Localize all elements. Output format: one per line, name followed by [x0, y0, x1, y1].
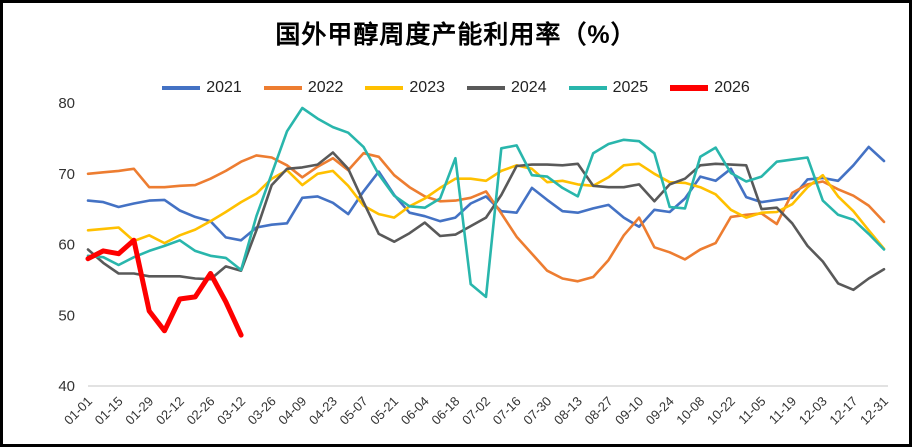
x-tick-label: 09-24: [643, 394, 677, 428]
series-line-2025: [86, 106, 886, 299]
plot-area: 80 70 60 50 4001-0101-1501-2902-1202-2603-12…: [58, 95, 891, 428]
x-tick-label: 03-12: [214, 394, 248, 428]
legend-item-2021: 2021: [162, 79, 242, 97]
series-line-2023: [86, 162, 886, 250]
legend: 2021 2022 2023 2024 2025 2026: [3, 79, 909, 97]
legend-label: 2025: [612, 79, 649, 96]
y-tick-label: 80: [58, 95, 75, 112]
legend-label: 2023: [409, 79, 445, 96]
x-tick-label: 08-13: [551, 394, 585, 428]
legend-item-2022: 2022: [263, 79, 344, 97]
series-line-2026: [85, 237, 244, 338]
x-tick-label: 02-26: [183, 394, 217, 428]
y-tick-label: 50: [58, 307, 75, 324]
x-tick-label: 05-21: [367, 394, 401, 428]
x-tick-label: 05-07: [337, 394, 371, 428]
legend-swatch-2023: [365, 86, 404, 90]
x-tick-label: 07-16: [490, 394, 524, 428]
series-line-2021: [86, 145, 886, 242]
legend-swatch-2022: [263, 86, 302, 90]
y-tick-label: 40: [58, 378, 75, 395]
legend-swatch-2026: [670, 85, 709, 91]
x-tick-label: 10-22: [704, 394, 738, 428]
legend-item-2025: 2025: [568, 79, 649, 97]
x-tick-label: 03-26: [245, 394, 279, 428]
x-tick-label: 01-01: [61, 394, 95, 428]
legend-swatch-2021: [162, 86, 201, 90]
x-tick-label: 12-17: [826, 394, 860, 428]
series-line-2022: [86, 151, 886, 283]
chart-title: 国外甲醇周度产能利用率（%）: [275, 21, 637, 49]
x-tick-label: 07-30: [520, 394, 554, 428]
legend-swatch-2024: [467, 86, 505, 90]
legend-label: 2024: [511, 79, 547, 96]
x-tick-label: 12-31: [857, 394, 891, 428]
x-tick-label: 10-08: [673, 394, 707, 428]
x-tick-label: 09-10: [612, 394, 646, 428]
x-tick-label: 04-23: [306, 394, 340, 428]
legend-swatch-2025: [568, 86, 607, 90]
x-tick-label: 11-05: [735, 394, 768, 427]
legend-label: 2022: [307, 79, 344, 96]
x-tick-label: 07-02: [459, 394, 493, 428]
legend-label: 2021: [206, 79, 242, 96]
x-tick-label: 01-29: [122, 394, 156, 428]
legend-item-2026: 2026: [670, 79, 750, 97]
y-tick-label: 70: [58, 166, 75, 183]
x-tick-label: 06-18: [428, 394, 462, 428]
x-tick-label: 02-12: [153, 394, 187, 428]
x-tick-label: 08-27: [581, 394, 615, 428]
legend-item-2024: 2024: [467, 79, 547, 97]
x-tick-label: 01-15: [92, 394, 126, 428]
legend-label: 2026: [714, 79, 750, 96]
x-tick-label: 11-19: [766, 394, 799, 427]
x-tick-label: 12-03: [796, 394, 830, 428]
legend-item-2023: 2023: [365, 79, 445, 97]
x-tick-label: 04-09: [275, 394, 309, 428]
y-tick-label: 60: [58, 237, 75, 254]
x-tick-label: 06-04: [398, 394, 432, 428]
